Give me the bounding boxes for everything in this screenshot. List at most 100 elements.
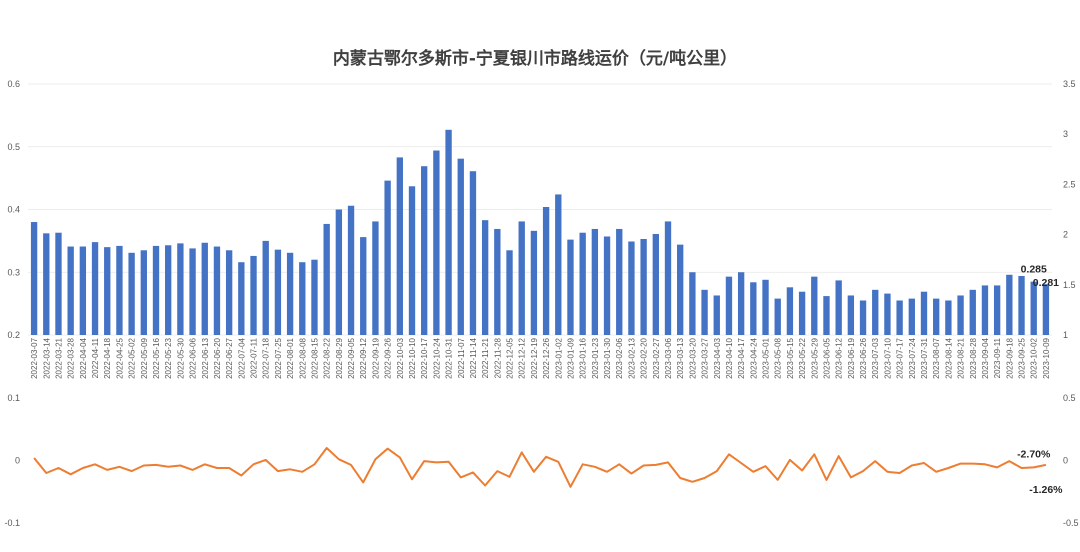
- bar: [823, 296, 830, 335]
- bar: [786, 287, 794, 335]
- x-tick-label: 2022-07-25: [274, 337, 283, 378]
- y-tick-label: 0.2: [7, 330, 20, 340]
- x-tick-label: 2022-11-28: [493, 337, 502, 378]
- bar: [603, 236, 611, 335]
- x-tick-label: 2023-07-24: [908, 337, 917, 378]
- secondary-y-tick-label: 3: [1063, 129, 1068, 139]
- bar-data-label: 0.281: [1033, 277, 1059, 289]
- bar: [311, 259, 318, 335]
- top-gridlines: [28, 83, 1052, 336]
- x-tick-label: 2022-04-25: [115, 337, 124, 378]
- bar: [91, 242, 99, 335]
- bar: [542, 206, 550, 335]
- bar: [177, 243, 184, 335]
- bar: [299, 262, 306, 335]
- x-tick-label: 2023-04-24: [749, 337, 758, 378]
- x-tick-label: 2022-11-07: [457, 337, 466, 378]
- bar: [616, 228, 623, 335]
- bar: [920, 291, 928, 335]
- bar: [238, 262, 245, 335]
- bar: [713, 295, 720, 335]
- x-tick-label: 2022-06-06: [189, 337, 198, 378]
- bar: [579, 232, 586, 335]
- x-tick-label: 2023-03-27: [701, 337, 710, 378]
- x-tick-label: 2022-05-02: [128, 337, 137, 378]
- bar: [30, 222, 38, 335]
- bar: [859, 300, 867, 335]
- y-tick-label: 0.6: [7, 79, 20, 89]
- bar: [518, 221, 525, 335]
- bar: [408, 186, 416, 335]
- secondary-y-tick-label: 1: [1063, 330, 1068, 340]
- x-tick-label: 2022-08-29: [335, 337, 344, 378]
- bar: [798, 291, 806, 335]
- x-tick-label: 2022-12-19: [530, 337, 539, 378]
- bar: [213, 246, 221, 335]
- bar: [347, 205, 355, 335]
- x-tick-label: 2023-05-01: [762, 337, 771, 378]
- x-tick-label: 2022-05-23: [164, 337, 173, 378]
- x-tick-label: 2022-12-05: [506, 337, 515, 378]
- x-tick-label: 2022-09-26: [384, 337, 393, 378]
- line-series: [33, 447, 1047, 488]
- x-tick-label: 2023-02-20: [640, 337, 649, 378]
- x-tick-label: 2022-08-22: [323, 337, 332, 378]
- x-tick-label: 2023-05-29: [810, 337, 819, 378]
- x-tick-label: 2022-06-13: [201, 337, 210, 378]
- x-tick-label: 2023-09-18: [1005, 337, 1014, 378]
- bottom-right-axis: -0.5 0 0.5: [1063, 393, 1079, 528]
- bar: [811, 276, 818, 335]
- line-data-label: -1.26%: [1029, 484, 1063, 496]
- x-tick-label: 2023-01-23: [591, 337, 600, 378]
- x-tick-label: 2022-09-19: [371, 337, 380, 378]
- x-tick-label: 2023-06-12: [835, 337, 844, 378]
- secondary-y-tick-label: 3.5: [1063, 79, 1076, 89]
- y-tick-label: 0.5: [7, 142, 20, 152]
- x-tick-label: 2022-06-27: [225, 337, 234, 378]
- bar: [43, 233, 50, 335]
- x-tick-label: 2023-07-10: [883, 337, 892, 378]
- bar: [445, 129, 452, 335]
- x-tick-label: 2022-12-12: [518, 337, 527, 378]
- bar: [640, 238, 647, 335]
- x-tick-label: 2022-03-28: [67, 337, 76, 378]
- x-axis-labels: 2022-03-07 2022-03-14 2022-03-21 2022-03-28…: [30, 337, 1051, 378]
- x-tick-label: 2022-05-16: [152, 337, 161, 378]
- x-tick-label: 2022-09-05: [347, 337, 356, 378]
- x-tick-label: 2022-11-21: [481, 337, 490, 378]
- x-tick-label: 2023-08-14: [944, 337, 953, 378]
- bar: [872, 289, 879, 335]
- bar: [250, 255, 257, 335]
- x-tick-label: 2023-06-05: [822, 337, 831, 378]
- x-tick-label: 2023-07-03: [871, 337, 880, 378]
- bar: [884, 293, 891, 335]
- bar: [933, 298, 940, 335]
- y-tick-label: -0.1: [4, 518, 20, 528]
- bottom-left-axis: -0.1 0 0.1: [4, 393, 20, 528]
- x-tick-label: 2022-04-11: [91, 337, 100, 378]
- x-tick-label: 2022-08-08: [298, 337, 307, 378]
- x-tick-label: 2023-01-09: [566, 337, 575, 378]
- x-tick-label: 2023-02-13: [627, 337, 636, 378]
- bar: [969, 289, 976, 335]
- x-tick-label: 2022-06-20: [213, 337, 222, 378]
- x-tick-label: 2022-07-04: [237, 337, 246, 378]
- y-tick-label: 0.3: [7, 267, 20, 277]
- x-tick-label: 2023-09-25: [1018, 337, 1027, 378]
- bar: [847, 295, 855, 335]
- secondary-y-tick-label: 0: [1063, 456, 1068, 466]
- bar: [981, 285, 989, 335]
- bar: [774, 298, 781, 335]
- bar: [957, 295, 964, 335]
- x-tick-label: 2022-03-21: [54, 337, 63, 378]
- y-tick-label: 0: [15, 456, 20, 466]
- bar: [104, 247, 111, 335]
- bar: [555, 194, 562, 335]
- bar: [360, 237, 367, 335]
- secondary-y-tick-label: -0.5: [1063, 518, 1079, 528]
- bar: [421, 166, 428, 335]
- bar: [1030, 281, 1037, 335]
- x-tick-label: 2022-09-12: [359, 337, 368, 378]
- x-tick-label: 2022-08-01: [286, 337, 295, 378]
- x-tick-label: 2023-04-03: [713, 337, 722, 378]
